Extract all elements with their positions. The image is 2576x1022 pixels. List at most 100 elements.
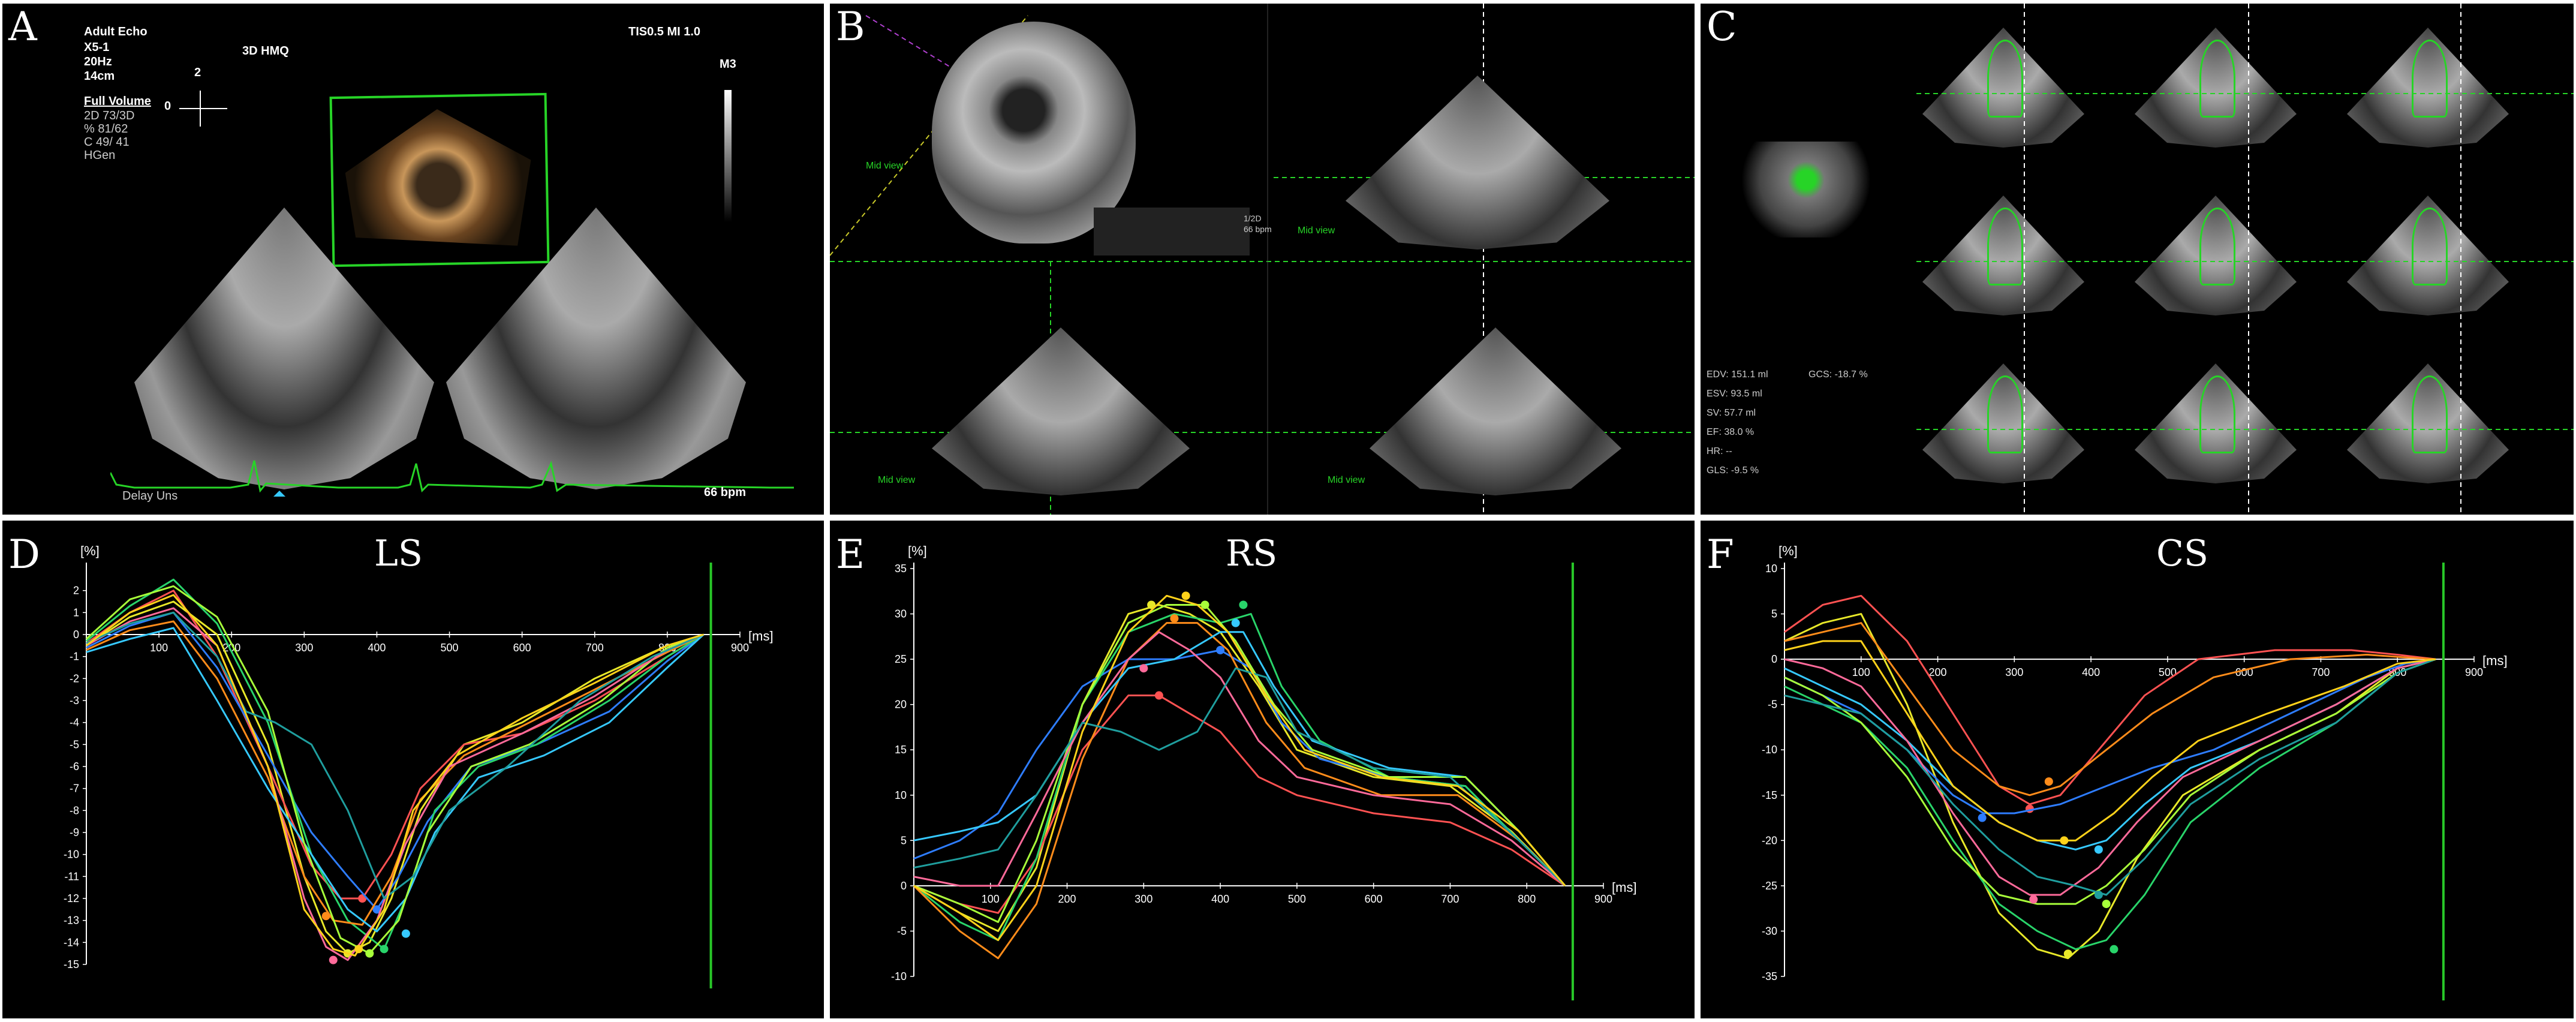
peak-marker — [2060, 836, 2069, 845]
panel-f: F CS [%] [ms] 100 200 300 400 500 600 700 800 900 1… — [1701, 521, 2574, 1018]
volume-render-frame[interactable] — [329, 92, 550, 267]
peak-marker — [1181, 591, 1190, 600]
y-tick-label: -2 — [70, 672, 79, 684]
y-tick-label: 20 — [895, 699, 907, 711]
tis-mi-label: TIS0.5 MI 1.0 — [628, 25, 701, 38]
panel-a: A Adult Echo X5-1 20Hz 14cm 3D HMQ TIS0.… — [2, 4, 824, 515]
chart-d-plot: [%][ms]100 200 300 400 500 600 700 800 900210-1-… — [64, 543, 774, 988]
y-tick-label: -5 — [897, 925, 907, 937]
peak-marker — [2029, 895, 2038, 904]
ecg-trace — [110, 460, 794, 497]
x-tick-label: 100 — [982, 893, 1000, 905]
strain-curve — [1784, 658, 2436, 896]
x-tick-label: 500 — [441, 642, 459, 654]
y-tick-label: -9 — [70, 826, 79, 838]
y-axis-label: [%] — [908, 543, 927, 558]
peak-marker — [1978, 813, 1987, 822]
y-tick-label: -35 — [1762, 970, 1777, 982]
x-tick-label: 200 — [1058, 893, 1076, 905]
probe-info-line-2: X5-1 — [84, 41, 110, 54]
y-tick-label: -14 — [64, 936, 79, 948]
x-tick-label: 300 — [2005, 666, 2023, 678]
strain-curve — [913, 594, 1566, 942]
strain-curve — [913, 622, 1566, 960]
stat-line-5: HR: -- — [1707, 446, 1732, 456]
x-tick-label: 700 — [586, 642, 604, 654]
stats-box: EDV: 151.1 ml ESV: 93.5 ml SV: 57.7 ml E… — [1707, 369, 1910, 501]
mode-label: 3D HMQ — [242, 44, 289, 58]
sub-info-line-2: % 81/62 — [84, 122, 128, 136]
chart-e-plot: [%][ms]100 200 300 400 500 600 700 800 900353025… — [891, 543, 1637, 1000]
strain-curve — [1784, 658, 2436, 896]
x-tick-label: 400 — [1211, 893, 1229, 905]
y-axis-label: [%] — [80, 543, 100, 558]
x-tick-label: 200 — [1929, 666, 1947, 678]
lv-contour — [2199, 40, 2235, 118]
x-axis-label: [ms] — [2482, 653, 2508, 668]
strain-curve — [913, 613, 1566, 942]
lv-contour — [2412, 40, 2448, 118]
chart-f-plot: [%][ms]100 200 300 400 500 600 700 800 9001050-5… — [1762, 543, 2508, 1000]
sub-info-line-4: HGen — [84, 149, 116, 162]
strain-curve — [1784, 658, 2436, 951]
panel-e: E RS [%] [ms] 100 200 300 400 500 600 700 800 900 3… — [830, 521, 1695, 1018]
y-tick-label: -12 — [64, 892, 79, 904]
lv-contour — [1987, 375, 2023, 453]
peak-marker — [380, 945, 389, 954]
peak-marker — [1139, 664, 1148, 673]
x-axis-label: [ms] — [748, 629, 774, 644]
y-tick-label: 2 — [73, 585, 79, 597]
y-tick-label: 0 — [901, 880, 907, 892]
probe-info-line-3: 20Hz — [84, 55, 112, 68]
peak-marker — [1147, 600, 1156, 609]
strain-curve — [1784, 658, 2436, 905]
mini-trace-box — [1094, 208, 1250, 256]
y-tick-label: -15 — [64, 958, 79, 970]
y-tick-label: -25 — [1762, 880, 1777, 892]
strain-curve — [1784, 622, 2436, 796]
lv-contour — [2412, 375, 2448, 453]
strain-curve — [86, 611, 705, 900]
y-tick-label: -4 — [70, 717, 79, 729]
heart-rate-label: 66 bpm — [704, 486, 747, 499]
x-tick-label: 900 — [1594, 893, 1612, 905]
frame-grid — [1922, 28, 2570, 507]
y-tick-label: 30 — [895, 608, 907, 620]
peak-marker — [2109, 945, 2118, 954]
peak-marker — [1231, 618, 1240, 627]
y-tick-label: 5 — [1771, 608, 1777, 620]
volume-render-image — [344, 107, 532, 248]
peak-marker — [1216, 646, 1225, 654]
y-tick-label: -20 — [1762, 834, 1777, 846]
stat-line-6: GLS: -9.5 % — [1707, 465, 1759, 476]
stat-line-4: EF: 38.0 % — [1707, 427, 1755, 437]
chart-title-e: RS — [1226, 533, 1278, 575]
strain-curve — [86, 594, 704, 957]
view-label-1: Mid view — [866, 161, 904, 171]
panel-d: D LS [%] [ms] 100 200 300 400 500 600 700 800 900 2… — [2, 521, 824, 1018]
orientation-marker-icon — [179, 91, 227, 127]
grid-guides — [1916, 4, 2574, 515]
panel-b: B Mid view Mid view Mid view Mid view 1/… — [830, 4, 1695, 515]
y-tick-label: 0 — [1771, 653, 1777, 665]
x-tick-label: 400 — [368, 642, 386, 654]
y-tick-label: -30 — [1762, 925, 1777, 937]
strain-curve — [1784, 613, 2436, 960]
chart-title-d: LS — [374, 533, 423, 575]
panel-letter-d: D — [8, 531, 40, 578]
preset-label: M3 — [720, 58, 736, 71]
y-tick-label: 15 — [895, 744, 907, 756]
y-tick-label: -10 — [891, 970, 907, 982]
y-tick-label: -3 — [70, 695, 79, 707]
strain-curve — [86, 620, 705, 926]
y-tick-label: 10 — [895, 789, 907, 801]
x-tick-label: 900 — [731, 642, 749, 654]
peak-marker — [329, 955, 338, 964]
x-tick-label: 300 — [295, 642, 313, 654]
readout-line-2: 66 bpm — [1244, 224, 1272, 234]
x-tick-label: 400 — [2082, 666, 2100, 678]
stat-line-3: SV: 57.7 ml — [1707, 408, 1756, 418]
grayscale-bar — [724, 90, 732, 222]
y-tick-label: -5 — [70, 738, 79, 750]
strain-curve — [86, 607, 705, 961]
